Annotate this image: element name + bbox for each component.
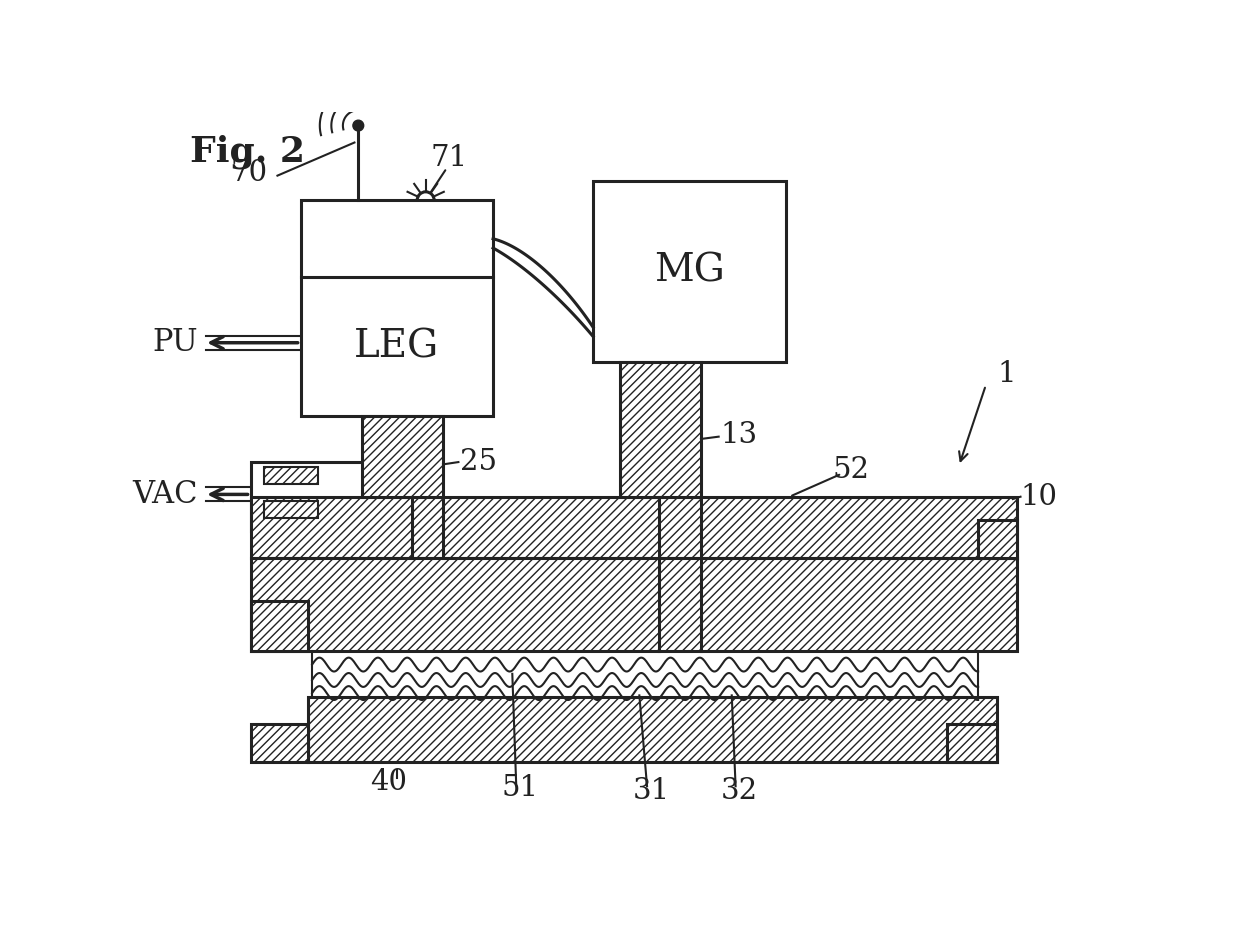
Bar [250,462,366,532]
Text: PU: PU [153,327,198,358]
Bar [264,467,319,484]
Bar [620,362,701,497]
Text: 31: 31 [632,776,670,805]
Bar [264,501,319,518]
Bar [250,600,309,651]
Circle shape [353,120,363,131]
Bar [593,181,786,362]
Text: 71: 71 [430,144,467,172]
Text: Fig. 2: Fig. 2 [191,135,305,169]
Text: LEG: LEG [355,328,439,365]
Text: 40: 40 [371,768,408,796]
Text: 70: 70 [231,159,268,187]
Text: 10: 10 [1021,482,1058,511]
Text: 13: 13 [720,421,758,449]
Text: 52: 52 [832,456,869,484]
Text: 1: 1 [997,359,1016,387]
Bar [300,200,494,416]
Text: VAC: VAC [133,479,198,510]
Text: MG: MG [653,253,724,290]
Bar [250,497,1017,559]
Bar [978,519,1017,559]
Bar [250,724,309,762]
Text: 51: 51 [501,774,538,802]
Bar [309,697,997,762]
Text: 32: 32 [720,776,758,805]
Bar [362,416,443,497]
Text: 25: 25 [460,448,497,476]
Bar [250,559,1017,651]
Bar [947,724,997,762]
